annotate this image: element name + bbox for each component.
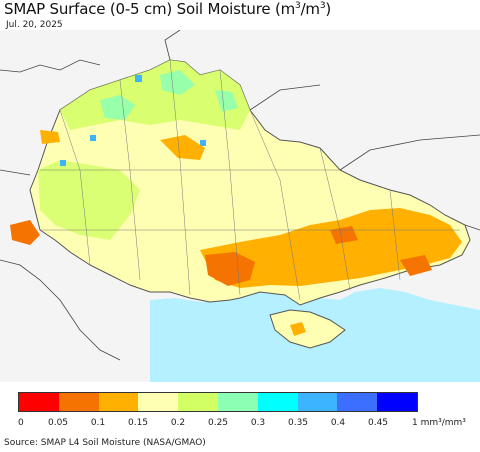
very-dry-zone-south [205,226,432,286]
dry-zone-southeast [200,208,462,288]
legend-tick-label: 0.3 [250,418,266,428]
legend-swatch [138,393,179,411]
map-title: SMAP Surface (0-5 cm) Soil Moisture (m3/… [4,0,332,18]
legend-swatch [337,393,378,411]
legend-swatch [178,393,218,411]
crimea [269,309,346,349]
legend-tick-label: 0.25 [207,418,229,428]
legend-unit-label: 1 mm³/mm³ [412,418,466,428]
legend-swatch [257,393,298,411]
legend-swatch [217,393,258,411]
legend-tick-label: 0.1 [90,418,106,428]
crimea-dry [290,322,306,336]
legend-tick-label: 0.2 [170,418,186,428]
legend-swatch [297,393,338,411]
legend-tick-label: 0.05 [47,418,69,428]
legend-labels: 0 0.05 0.1 0.15 0.2 0.25 0.3 0.35 0.4 0.45 1 mm³/m… [18,418,478,430]
dry-zone-north [40,130,205,160]
source-note: Source: SMAP L4 Soil Moisture (NASA/GMAO… [4,438,206,448]
country-borders [0,30,480,361]
legend-tick-label: 0.35 [287,418,309,428]
legend-swatch [98,393,139,411]
moist-zone-west [38,160,140,240]
legend-swatch [377,393,417,411]
legend-tick-label: 0.4 [330,418,346,428]
legend-tick-label: 0 [18,418,24,428]
color-legend [18,392,418,412]
legend-tick-label: 0.15 [127,418,149,428]
dry-zone-west-corner [10,220,40,245]
legend-tick-label: 0.45 [367,418,389,428]
oblast-borders [40,59,460,301]
wet-patches-north [100,70,238,120]
legend-swatch [19,393,59,411]
legend-swatch [58,393,99,411]
soil-moisture-map [0,30,480,382]
map-date: Jul. 20, 2025 [6,20,63,30]
